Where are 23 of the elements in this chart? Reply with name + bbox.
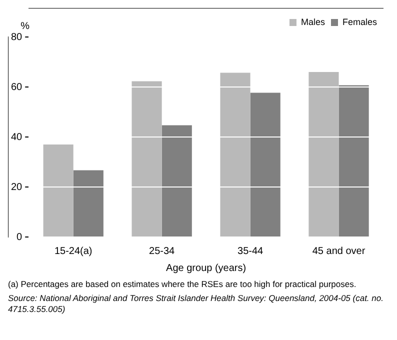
y-axis-title: % xyxy=(20,20,30,32)
bar xyxy=(338,85,369,236)
bar xyxy=(308,72,339,236)
y-tick-label: 20 xyxy=(11,182,23,193)
y-tick-label: 0 xyxy=(16,232,23,243)
x-tick-label: 15-24(a) xyxy=(54,246,92,257)
x-tick-label: 25-34 xyxy=(149,246,176,257)
bar xyxy=(132,81,162,236)
text: (a) Percentages are based on estimates where the RSEs are too high for practical purposes. xyxy=(8,279,358,290)
x-tick-label: 35-44 xyxy=(238,246,264,257)
bar xyxy=(162,125,192,236)
bar xyxy=(220,72,250,236)
legend-label: Females xyxy=(342,16,378,27)
x-tick-label: 45 and over xyxy=(312,246,366,257)
x-axis-title: Age group (years) xyxy=(166,262,246,274)
y-tick-label: 40 xyxy=(11,132,23,143)
legend-label: Males xyxy=(300,16,326,27)
bar xyxy=(250,92,280,236)
bar xyxy=(43,144,74,236)
y-tick-label: 80 xyxy=(11,32,23,43)
y-tick-label: 60 xyxy=(11,82,23,93)
source-note: Source: National Aboriginal and Torres Strait Islander Health Survey: Queensland, 2004-05 (cat. no. 4715.3.55.005) xyxy=(8,293,384,315)
bar xyxy=(73,170,104,236)
